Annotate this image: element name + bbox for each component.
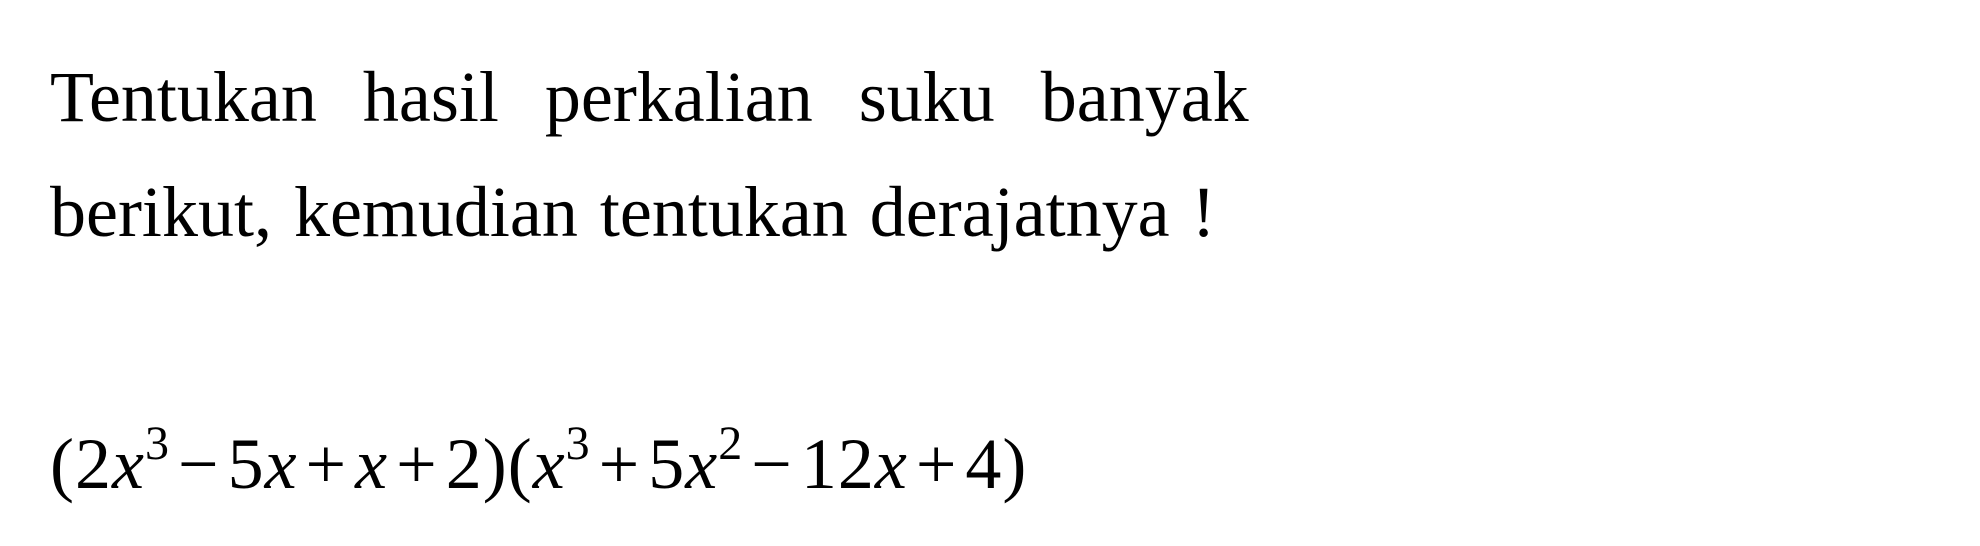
right-paren-1: ) (483, 424, 508, 504)
problem-line-2: berikut, kemudian tentukan derajatnya ! (50, 155, 1930, 270)
exp-6: 2 (718, 417, 743, 470)
var-7: x (875, 424, 908, 504)
var-3: x (355, 424, 388, 504)
coef-7: 12 (801, 424, 875, 504)
problem-line-1: Tentukan hasil perkalian suku banyak (50, 40, 1930, 155)
op-3: + (388, 424, 446, 504)
right-paren-2: ) (1002, 424, 1027, 504)
exp-5: 3 (566, 417, 591, 470)
coef-4: 2 (446, 424, 483, 504)
exp-1: 3 (145, 417, 170, 470)
op-7: + (908, 424, 966, 504)
coef-6: 5 (648, 424, 685, 504)
coef-2: 5 (228, 424, 265, 504)
var-6: x (685, 424, 718, 504)
coef-8: 4 (965, 424, 1002, 504)
op-6: − (743, 424, 801, 504)
math-expression: (2x3−5x+x+2)(x3+5x2−12x+4) (50, 420, 1930, 506)
problem-text: Tentukan hasil perkalian suku banyak ber… (50, 40, 1930, 270)
left-paren-1: ( (50, 424, 75, 504)
op-2: + (298, 424, 356, 504)
var-1: x (112, 424, 145, 504)
left-paren-2: ( (508, 424, 533, 504)
op-1: − (170, 424, 228, 504)
var-2: x (265, 424, 298, 504)
var-5: x (533, 424, 566, 504)
coef-1: 2 (75, 424, 112, 504)
op-5: + (591, 424, 649, 504)
